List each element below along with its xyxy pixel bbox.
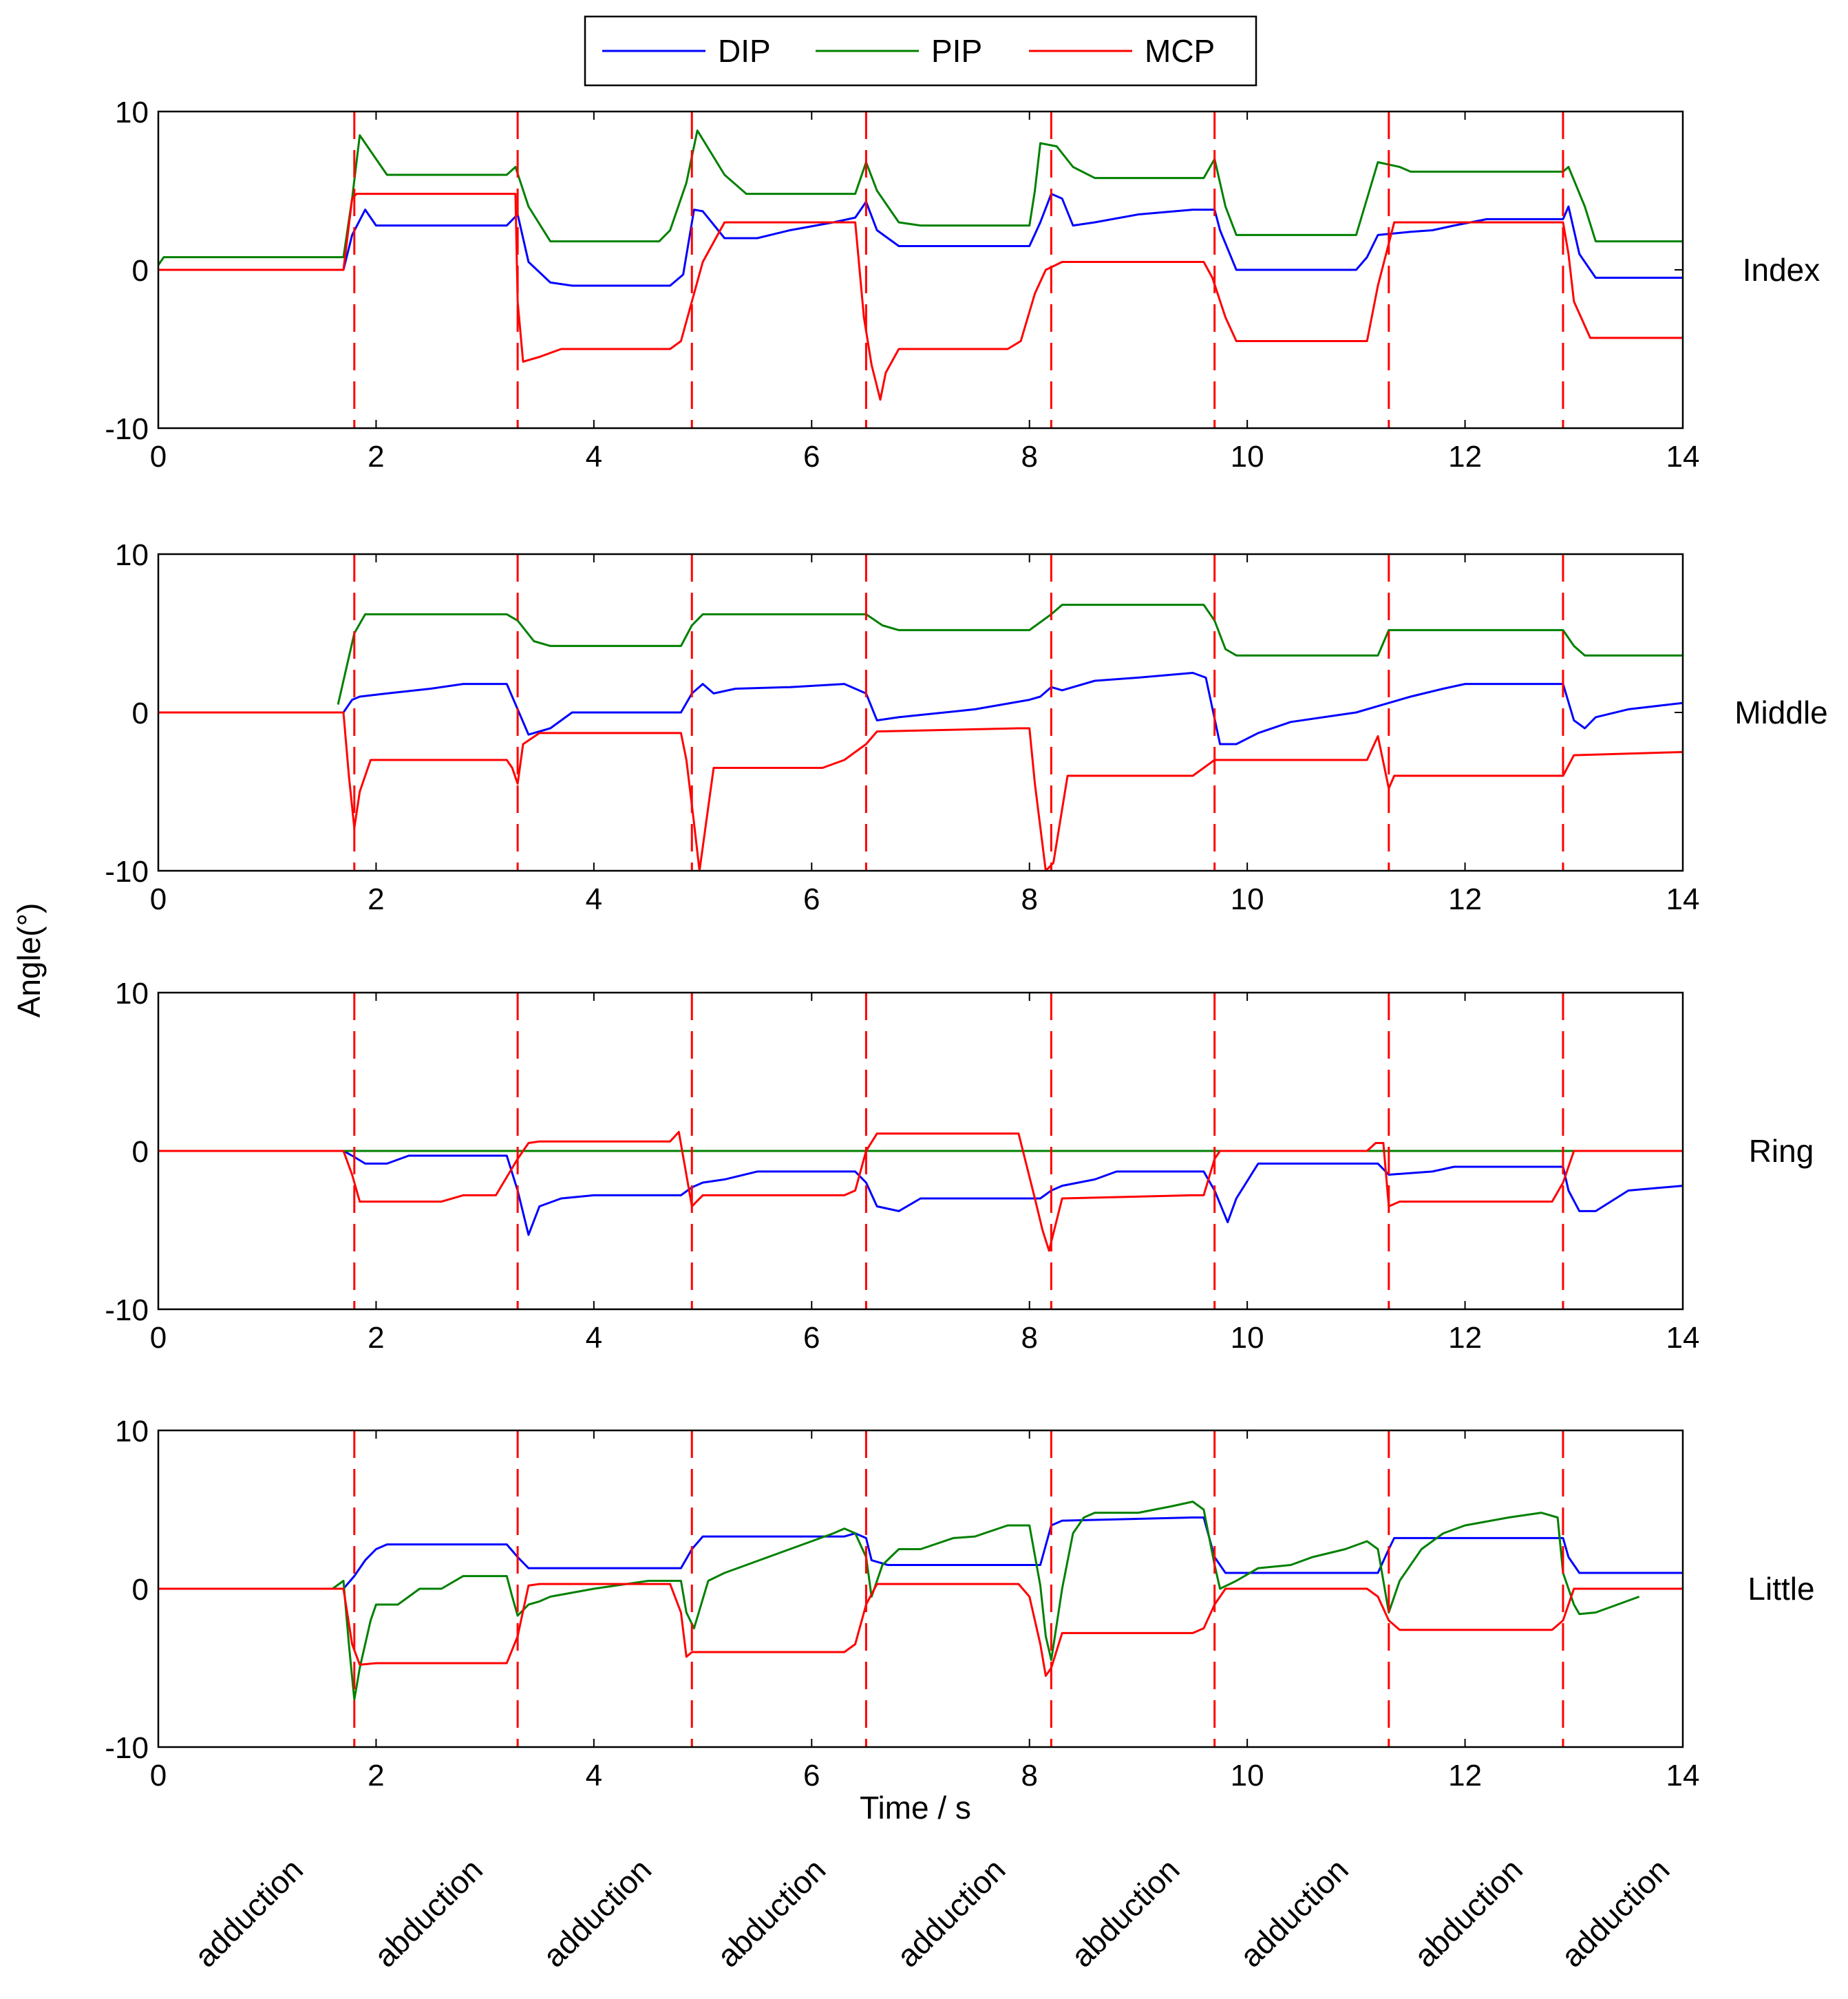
y-tick-label: 10 (115, 96, 149, 129)
series-line-dip (158, 1150, 1683, 1236)
series-line-mcp (158, 1130, 1683, 1252)
x-tick-label: 8 (1021, 882, 1037, 916)
x-tick-label: 2 (368, 440, 384, 474)
y-tick-label: 0 (132, 697, 149, 730)
phase-label-adduction: adduction (1233, 1852, 1355, 1974)
y-tick-label: 0 (132, 254, 149, 288)
phase-labels: adduction abduction adduction abduction addu… (187, 1852, 1676, 1974)
x-tick-label: 2 (368, 1321, 384, 1355)
panel-label: Middle (1734, 695, 1828, 730)
x-tick-label: 14 (1666, 1759, 1700, 1792)
panel-data (158, 1501, 1683, 1701)
x-tick-label: 0 (150, 1321, 167, 1355)
y-tick-label: 0 (132, 1135, 149, 1169)
x-tick-label: 6 (803, 1759, 820, 1792)
x-axis-title: Time / s (860, 1790, 971, 1826)
x-tick-label: 6 (803, 882, 820, 916)
x-tick-label: 4 (586, 882, 602, 916)
x-tick-label: 10 (1231, 440, 1264, 474)
axes-box (157, 110, 1684, 430)
panel-data (158, 604, 1683, 872)
x-tick-label: 6 (803, 440, 820, 474)
legend-label-pip: PIP (931, 33, 982, 69)
x-tick-label: 14 (1666, 440, 1700, 474)
series-line-pip (332, 1501, 1640, 1701)
phase-label-abduction: abduction (1407, 1852, 1529, 1974)
phase-label-abduction: abduction (367, 1852, 489, 1974)
x-tick-label: 12 (1448, 1321, 1482, 1355)
x-tick-label: 8 (1021, 1759, 1037, 1792)
y-tick-label: -10 (105, 1731, 149, 1765)
x-tick-label: 0 (150, 440, 167, 474)
x-tick-label: 12 (1448, 882, 1482, 916)
y-tick-label: 0 (132, 1573, 149, 1607)
phase-label-adduction: adduction (535, 1852, 658, 1974)
phase-label-adduction: adduction (1554, 1852, 1677, 1974)
series-line-dip (158, 1516, 1683, 1590)
panel-label: Ring (1749, 1133, 1814, 1169)
y-tick-label: -10 (105, 412, 149, 446)
phase-label-adduction: adduction (187, 1852, 310, 1974)
x-tick-label: 14 (1666, 882, 1700, 916)
legend-label-dip: DIP (718, 33, 771, 69)
phase-label-abduction: abduction (1064, 1852, 1187, 1974)
x-tick-label: 6 (803, 1321, 820, 1355)
y-tick-label: 10 (115, 1415, 149, 1448)
series-line-dip (158, 672, 1683, 745)
x-tick-label: 10 (1231, 1759, 1264, 1792)
phase-label-adduction: adduction (890, 1852, 1012, 1974)
x-tick-label: 4 (586, 440, 602, 474)
x-tick-label: 10 (1231, 1321, 1264, 1355)
x-tick-label: 8 (1021, 440, 1037, 474)
series-line-mcp (158, 711, 1683, 872)
axes-box (157, 1429, 1684, 1748)
legend: DIP PIP MCP (584, 15, 1257, 87)
series-line-pip (158, 129, 1683, 266)
x-tick-label: 4 (586, 1321, 602, 1355)
axes-box (157, 553, 1684, 872)
x-tick-label: 12 (1448, 440, 1482, 474)
axes-box (157, 991, 1684, 1311)
panel-data (158, 1130, 1683, 1252)
phase-label-abduction: abduction (710, 1852, 833, 1974)
series-line-pip (337, 604, 1683, 705)
panel-label: Little (1748, 1571, 1814, 1607)
series-line-mcp (158, 1583, 1683, 1677)
panel-label: Index (1743, 252, 1820, 288)
y-axis-title: Angle(°) (11, 903, 47, 1018)
panel-data (158, 129, 1683, 401)
x-tick-label: 0 (150, 882, 167, 916)
x-tick-label: 10 (1231, 882, 1264, 916)
y-tick-label: 10 (115, 977, 149, 1011)
y-tick-label: -10 (105, 855, 149, 889)
series-line-dip (158, 193, 1683, 287)
x-tick-label: 14 (1666, 1321, 1700, 1355)
x-tick-label: 2 (368, 1759, 384, 1792)
x-tick-label: 2 (368, 882, 384, 916)
y-tick-label: -10 (105, 1293, 149, 1327)
x-tick-label: 8 (1021, 1321, 1037, 1355)
x-tick-label: 0 (150, 1759, 167, 1792)
x-tick-label: 4 (586, 1759, 602, 1792)
legend-label-mcp: MCP (1145, 33, 1215, 69)
x-tick-label: 12 (1448, 1759, 1482, 1792)
y-tick-label: 10 (115, 538, 149, 572)
